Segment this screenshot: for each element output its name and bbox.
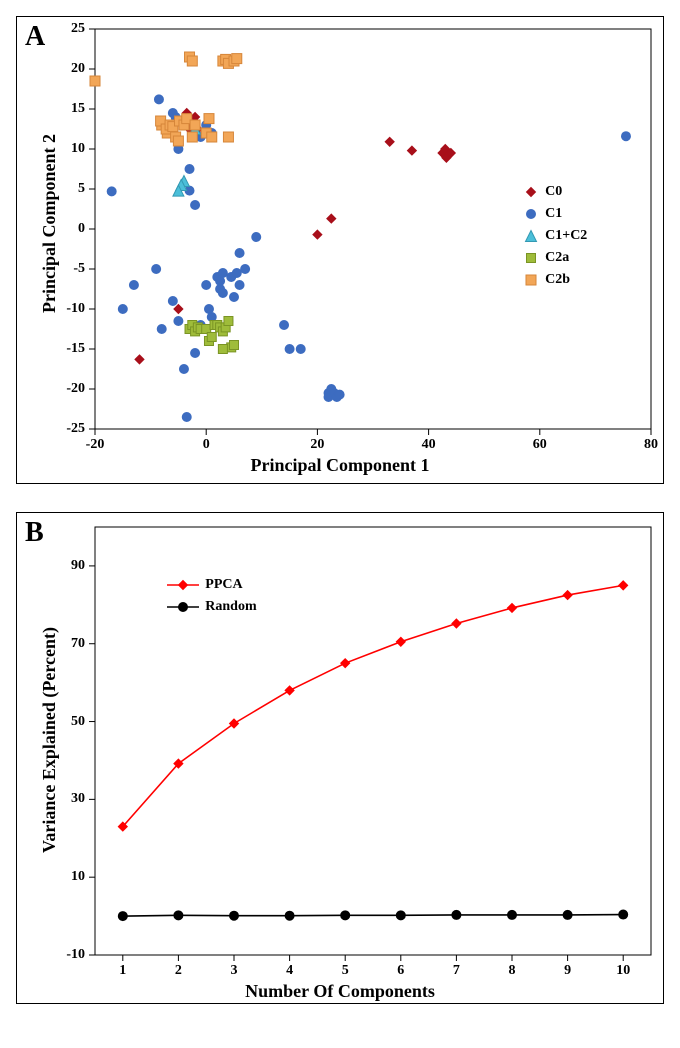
y-tick-label: 30 bbox=[71, 791, 85, 807]
legend-item: C1 bbox=[523, 203, 587, 225]
legend-item: C0 bbox=[523, 181, 587, 203]
y-tick-label: 10 bbox=[71, 869, 85, 885]
legend-label: C0 bbox=[545, 184, 562, 200]
x-tick-label: 40 bbox=[422, 437, 436, 453]
y-tick-label: 15 bbox=[71, 101, 85, 117]
x-tick-label: 80 bbox=[644, 437, 658, 453]
x-tick-label: 1 bbox=[119, 963, 126, 979]
y-tick-label: 70 bbox=[71, 636, 85, 652]
legend-label: C2b bbox=[545, 272, 570, 288]
legend-item: C1+C2 bbox=[523, 225, 587, 247]
x-axis-label: Principal Component 1 bbox=[250, 455, 429, 476]
x-tick-label: 5 bbox=[342, 963, 349, 979]
panel-a: A -20020406080-25-20-15-10-50510152025Pr… bbox=[16, 16, 664, 484]
x-tick-label: 3 bbox=[231, 963, 238, 979]
figure: A -20020406080-25-20-15-10-50510152025Pr… bbox=[16, 16, 664, 1004]
legend-label: C1 bbox=[545, 206, 562, 222]
x-tick-label: 8 bbox=[509, 963, 516, 979]
x-tick-label: 2 bbox=[175, 963, 182, 979]
x-tick-label: 10 bbox=[616, 963, 630, 979]
y-tick-label: -10 bbox=[66, 301, 85, 317]
y-axis-label: Variance Explained (Percent) bbox=[39, 627, 60, 853]
legend-item: PPCA bbox=[167, 574, 256, 596]
legend-label: C1+C2 bbox=[545, 228, 587, 244]
legend-item: Random bbox=[167, 596, 256, 618]
x-tick-label: 6 bbox=[397, 963, 404, 979]
y-tick-label: -10 bbox=[66, 947, 85, 963]
y-tick-label: 20 bbox=[71, 61, 85, 77]
y-tick-label: 50 bbox=[71, 714, 85, 730]
x-tick-label: 60 bbox=[533, 437, 547, 453]
y-tick-label: 0 bbox=[78, 221, 85, 237]
y-tick-label: -5 bbox=[73, 261, 85, 277]
x-tick-label: 20 bbox=[310, 437, 324, 453]
x-tick-label: 4 bbox=[286, 963, 293, 979]
y-tick-label: -15 bbox=[66, 341, 85, 357]
panel-b: B 12345678910-101030507090Number Of Comp… bbox=[16, 512, 664, 1004]
x-tick-label: -20 bbox=[86, 437, 105, 453]
legend-label: C2a bbox=[545, 250, 569, 266]
x-tick-label: 7 bbox=[453, 963, 460, 979]
y-tick-label: -25 bbox=[66, 421, 85, 437]
y-tick-label: 90 bbox=[71, 558, 85, 574]
legend-item: C2a bbox=[523, 247, 587, 269]
legend-label: Random bbox=[205, 599, 256, 615]
y-tick-label: 10 bbox=[71, 141, 85, 157]
x-axis-label: Number Of Components bbox=[245, 981, 435, 1002]
y-tick-label: 5 bbox=[78, 181, 85, 197]
y-axis-label: Principal Component 2 bbox=[39, 134, 60, 313]
legend-item: C2b bbox=[523, 269, 587, 291]
panel-b-legend: PPCA Random bbox=[167, 574, 256, 618]
x-tick-label: 9 bbox=[564, 963, 571, 979]
legend-label: PPCA bbox=[205, 577, 242, 593]
panel-a-legend: C0 C1 C1+C2 C2a C2b bbox=[523, 181, 587, 291]
y-tick-label: 25 bbox=[71, 21, 85, 37]
x-tick-label: 0 bbox=[203, 437, 210, 453]
y-tick-label: -20 bbox=[66, 381, 85, 397]
